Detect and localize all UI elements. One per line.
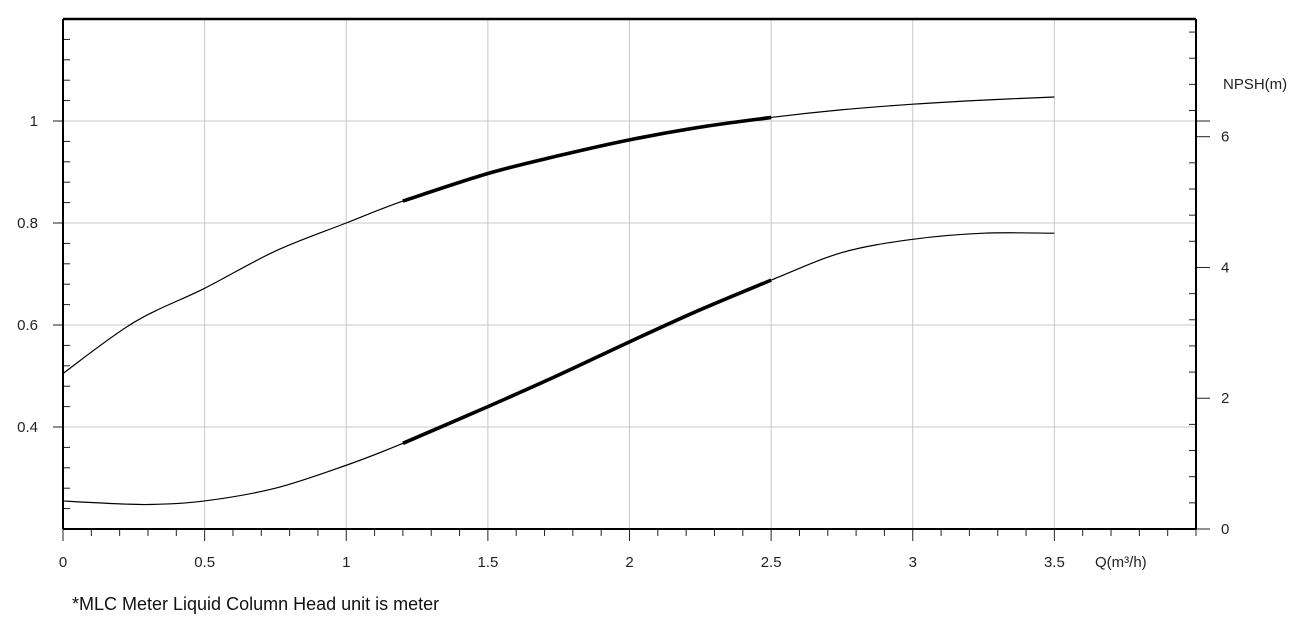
y-left-tick-label: 0.4 [17,419,38,436]
y-right-tick-label: 6 [1221,129,1229,146]
x-tick-label: 0 [59,554,67,571]
series-line-1 [62,96,1055,374]
series-line-2 [62,232,1055,506]
x-tick-label: 1.5 [477,554,498,571]
y-left-tick-label: 0.8 [17,215,38,232]
x-tick-label: 3 [909,554,917,571]
y-left-tick-label: 0.6 [17,317,38,334]
x-tick-label: 0.5 [194,554,215,571]
x-tick-label: 2.5 [761,554,782,571]
footnote: *MLC Meter Liquid Column Head unit is me… [72,594,440,614]
tick-labels: 0 0.5 1 1.5 2 2.5 3 3.5 0.4 0.6 0.8 1 0 2 4 6 [17,113,1229,571]
x-tick-label: 3.5 [1044,554,1065,571]
x-tick-label: 1 [342,554,350,571]
grid-lines [63,19,1196,529]
series-operating-range-2 [402,278,772,445]
y-right-tick-label: 4 [1221,259,1229,276]
curves [62,96,1055,506]
minor-ticks [53,18,1210,541]
series-operating-range-1 [402,115,772,203]
y-left-tick-label: 1 [30,113,38,130]
plot-frame [62,17,1197,530]
x-axis-title: Q(m³/h) [1095,554,1147,571]
x-tick-label: 2 [625,554,633,571]
right-axis-title: NPSH(m) [1223,76,1287,93]
y-right-tick-label: 0 [1221,521,1229,538]
y-right-tick-label: 2 [1221,390,1229,407]
